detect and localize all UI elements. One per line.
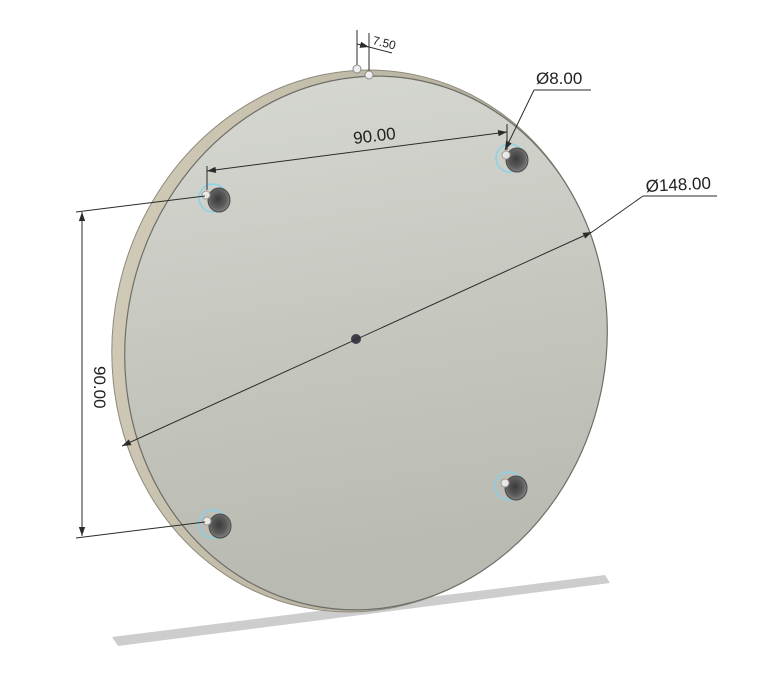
- dimension-plate-diameter-label: Ø148.00: [645, 174, 711, 196]
- hole-top-left[interactable]: [198, 183, 231, 213]
- hole-bottom-right[interactable]: [494, 471, 528, 501]
- hole-bottom-left[interactable]: [198, 509, 232, 539]
- dimension-vertical-spacing-label: 90.00: [90, 366, 109, 409]
- dimension-hole-diameter[interactable]: Ø8.00: [504, 69, 591, 151]
- plate-face[interactable]: [76, 31, 657, 655]
- dimension-thickness-label: 7.50: [371, 33, 397, 52]
- dimension-hole-diameter-label: Ø8.00: [536, 69, 582, 88]
- dimension-thickness[interactable]: 7.50: [352, 30, 398, 80]
- dimension-vertical-spacing[interactable]: 90.00: [75, 195, 206, 539]
- dimension-plate-diameter[interactable]: Ø148.00: [121, 174, 717, 447]
